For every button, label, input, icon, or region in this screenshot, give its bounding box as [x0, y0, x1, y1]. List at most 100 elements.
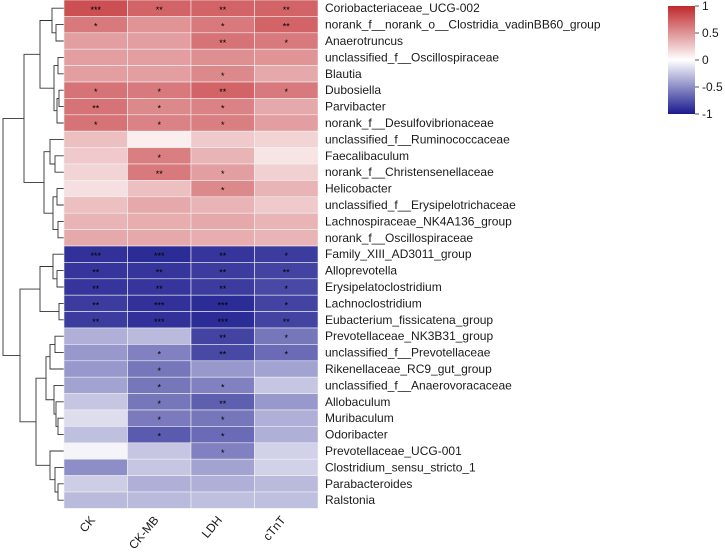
heatmap-cell: [63, 65, 128, 83]
significance-star: *: [221, 104, 225, 114]
heatmap-cell: [63, 147, 128, 165]
significance-star: ***: [217, 317, 228, 327]
dendrogram-branch: [57, 220, 64, 239]
heatmap-cell: [127, 491, 192, 509]
column-label: LDH: [199, 513, 225, 540]
dendrogram-branch: [55, 401, 64, 427]
significance-star: *: [221, 432, 225, 442]
heatmap-cell: [254, 196, 319, 214]
heatmap-cell: [127, 327, 192, 345]
significance-star: *: [157, 432, 161, 442]
significance-star: ***: [217, 300, 228, 310]
row-label: Allobaculum: [325, 395, 390, 409]
significance-star: *: [221, 22, 225, 32]
significance-star: **: [92, 300, 100, 310]
heatmap-cell: [63, 229, 128, 247]
row-label: unclassified_f__Ruminococcaceae: [325, 132, 510, 146]
row-labels: Coriobacteriaceae_UCG-002 norank_f__noran…: [325, 1, 601, 507]
row-label: Odoribacter: [325, 428, 388, 442]
heatmap-cell: [127, 442, 192, 460]
significance-markers: *** ** ** *** * **** *** * ** *** * ** * **** ***** ***…: [90, 5, 290, 458]
row-label: Family_XIII_AD3011_group: [325, 247, 472, 261]
significance-star: **: [219, 268, 227, 278]
significance-star: ***: [154, 300, 165, 310]
heatmap-cell: [127, 475, 192, 493]
significance-star: *: [284, 87, 288, 97]
row-label: unclassified_f__Erysipelotrichaceae: [325, 198, 516, 212]
significance-star: **: [219, 5, 227, 15]
legend-tick-label: -0.5: [702, 80, 723, 94]
dendrogram-branch: [58, 89, 64, 108]
heatmap-cell: [254, 130, 319, 148]
significance-star: **: [283, 317, 291, 327]
significance-star: *: [157, 382, 161, 392]
dendrogram-branch: [54, 466, 64, 493]
significance-star: *: [157, 350, 161, 360]
significance-star: *: [284, 38, 288, 48]
dendrogram-branch: [57, 483, 64, 501]
heatmap-cell: [190, 147, 255, 165]
heatmap-cell: [190, 48, 255, 66]
heatmap-cell: [127, 458, 192, 476]
dendrogram-branch: [49, 138, 64, 165]
heatmap-cell: [63, 327, 128, 345]
heatmap-cell: [190, 491, 255, 509]
heatmap-cell: [254, 48, 319, 66]
significance-star: **: [92, 268, 100, 278]
dendrogram-branch: [57, 56, 64, 75]
heatmap-cell: [63, 376, 128, 394]
column-label: CK: [77, 513, 98, 535]
heatmap-cell: [254, 409, 319, 427]
heatmap-cell: [254, 475, 319, 493]
heatmap-cell: [254, 147, 319, 165]
dendrogram-branch: [39, 266, 59, 313]
heatmap-cell: [127, 229, 192, 247]
heatmap-cell: [254, 360, 319, 378]
heatmap-cell: [254, 229, 319, 247]
significance-star: **: [92, 284, 100, 294]
legend-tick-label: 0.5: [702, 26, 719, 40]
significance-star: **: [219, 38, 227, 48]
row-label: Dubosiella: [325, 83, 381, 97]
row-label: Faecalibaculum: [325, 149, 409, 163]
heatmap-cell: [127, 32, 192, 50]
significance-star: **: [92, 317, 100, 327]
significance-star: *: [157, 366, 161, 376]
row-label: Prevotellaceae_UCG-001: [325, 444, 462, 458]
significance-star: *: [284, 251, 288, 261]
heatmap-cell: [190, 130, 255, 148]
significance-star: **: [219, 87, 227, 97]
significance-star: *: [284, 284, 288, 294]
dendrogram-branch: [19, 288, 40, 423]
heatmap-cell: [254, 65, 319, 83]
significance-star: *: [157, 87, 161, 97]
heatmap-cell: [254, 212, 319, 230]
row-dendrogram: [2, 7, 64, 501]
significance-star: ***: [154, 251, 165, 261]
significance-star: **: [92, 104, 100, 114]
row-label: unclassified_f__Anaerovoracaceae: [325, 378, 512, 392]
heatmap-cells: [63, 0, 319, 509]
significance-star: **: [283, 268, 291, 278]
significance-star: *: [284, 333, 288, 343]
dendrogram-branch: [57, 417, 64, 436]
significance-star: *: [221, 120, 225, 130]
significance-star: *: [221, 415, 225, 425]
row-label: norank_f__Christensenellaceae: [325, 165, 494, 179]
row-label: unclassified_f__Oscillospiraceae: [325, 50, 499, 64]
dendrogram-branch: [56, 270, 64, 288]
heatmap-cell: [254, 98, 319, 116]
heatmap-cell: [254, 163, 319, 181]
significance-star: ***: [154, 317, 165, 327]
significance-star: ***: [90, 251, 101, 261]
heatmap-cell: [63, 442, 128, 460]
significance-star: *: [221, 169, 225, 179]
row-label: norank_f__Desulfovibrionaceae: [325, 116, 494, 130]
heatmap-cell: [190, 458, 255, 476]
row-label: Ralstonia: [325, 493, 375, 507]
significance-star: *: [94, 22, 98, 32]
row-label: unclassified_f__Prevotellaceae: [325, 346, 491, 360]
heatmap-cell: [254, 491, 319, 509]
row-label: Rikenellaceae_RC9_gut_group: [325, 362, 492, 376]
significance-star: **: [283, 22, 291, 32]
